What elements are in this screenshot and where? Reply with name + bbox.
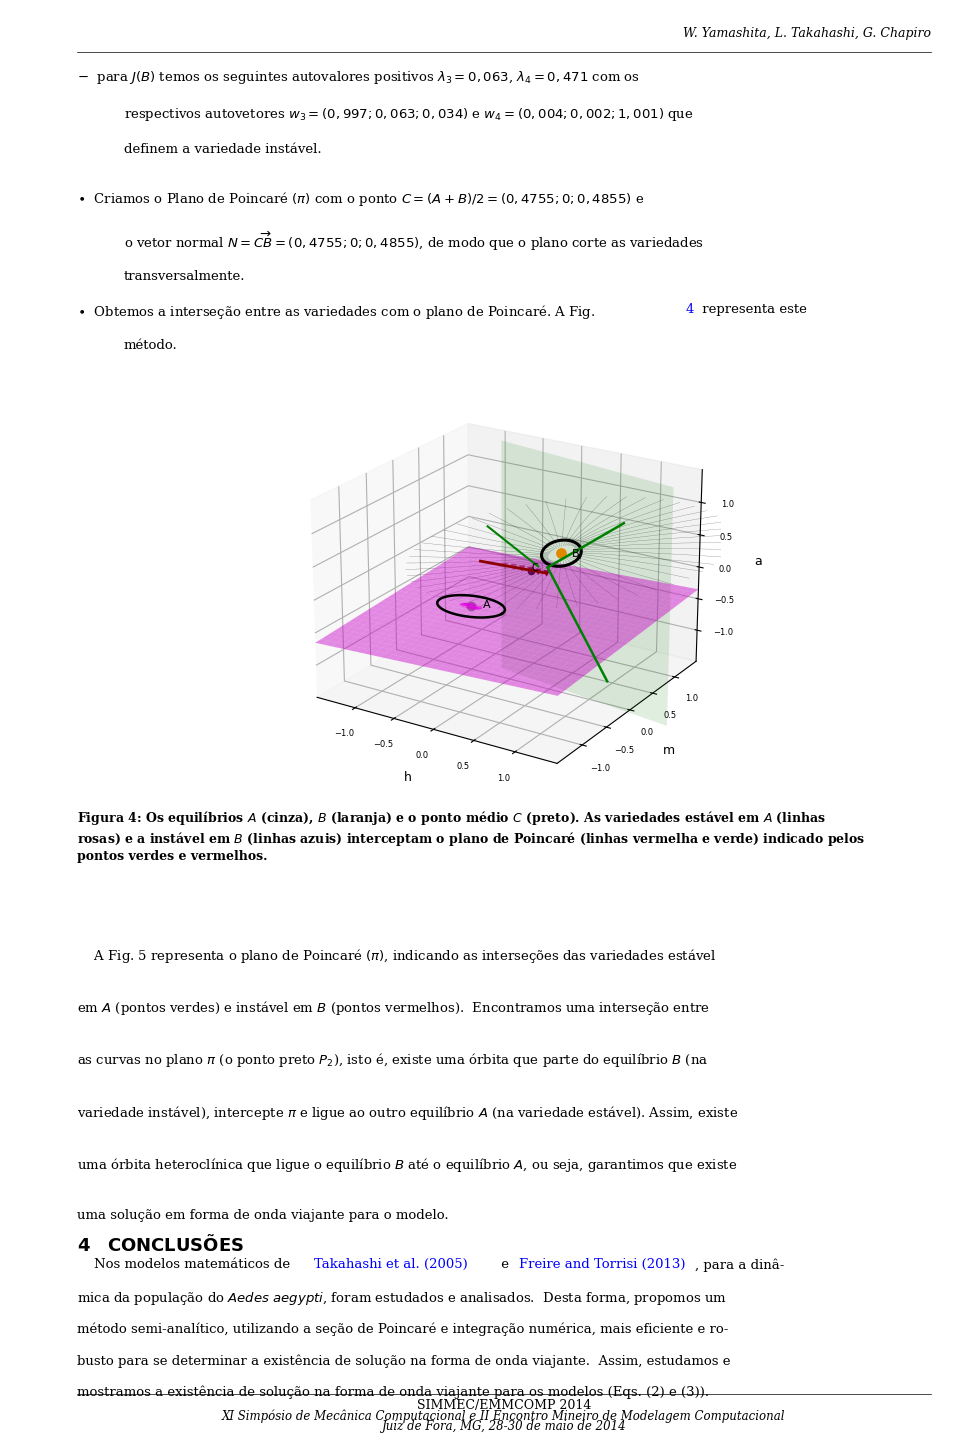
Text: busto para se determinar a existência de solução na forma de onda viajante.  Ass: busto para se determinar a existência de… bbox=[77, 1355, 731, 1368]
Text: XI Simpósio de Mecânica Computacional e II Encontro Mineiro de Modelagem Computa: XI Simpósio de Mecânica Computacional e … bbox=[223, 1410, 785, 1423]
Text: , para a dinâ-: , para a dinâ- bbox=[695, 1259, 784, 1272]
Text: as curvas no plano $\pi$ (o ponto preto $P_2$), isto é, existe uma órbita que pa: as curvas no plano $\pi$ (o ponto preto … bbox=[77, 1051, 708, 1069]
X-axis label: h: h bbox=[404, 771, 412, 784]
Text: $\bullet$  Criamos o Plano de Poincaré $(\pi)$ com o ponto $C = (A+B)/2 = (0,475: $\bullet$ Criamos o Plano de Poincaré $(… bbox=[77, 190, 644, 208]
Text: e: e bbox=[497, 1259, 514, 1270]
Text: Juiz de Fora, MG, 28-30 de maio de 2014: Juiz de Fora, MG, 28-30 de maio de 2014 bbox=[382, 1420, 626, 1433]
Text: $\mathbf{4\ \ \ CONCLUSÕES}$: $\mathbf{4\ \ \ CONCLUSÕES}$ bbox=[77, 1234, 244, 1255]
Text: Takahashi et al. (2005): Takahashi et al. (2005) bbox=[314, 1259, 468, 1270]
Text: A Fig. 5 representa o plano de Poincaré $(\pi)$, indicando as interseções das va: A Fig. 5 representa o plano de Poincaré … bbox=[77, 947, 716, 964]
Text: SIMMEC/EMMCOMP 2014: SIMMEC/EMMCOMP 2014 bbox=[417, 1400, 591, 1413]
Text: Figura 4: Os equilíbrios $A$ (cinza), $B$ (laranja) e o ponto médio $C$ (preto).: Figura 4: Os equilíbrios $A$ (cinza), $B… bbox=[77, 809, 865, 862]
Text: W. Yamashita, L. Takahashi, G. Chapiro: W. Yamashita, L. Takahashi, G. Chapiro bbox=[684, 26, 931, 39]
Text: Freire and Torrisi (2013): Freire and Torrisi (2013) bbox=[519, 1259, 685, 1270]
Text: $\bullet$  Obtemos a interseção entre as variedades com o plano de Poincaré. A F: $\bullet$ Obtemos a interseção entre as … bbox=[77, 303, 596, 321]
Text: $-$  para $J(B)$ temos os seguintes autovalores positivos $\lambda_3 = 0,063$, $: $-$ para $J(B)$ temos os seguintes autov… bbox=[77, 68, 639, 86]
Text: método.: método. bbox=[124, 340, 178, 353]
Text: mica da população do $\it{Aedes\ aegypti}$, foram estudados e analisados.  Desta: mica da população do $\it{Aedes\ aegypti… bbox=[77, 1291, 727, 1307]
Text: transversalmente.: transversalmente. bbox=[124, 270, 246, 283]
Text: definem a variedade instável.: definem a variedade instável. bbox=[124, 142, 322, 155]
Text: em $A$ (pontos verdes) e instável em $B$ (pontos vermelhos).  Encontramos uma in: em $A$ (pontos verdes) e instável em $B$… bbox=[77, 999, 709, 1016]
Text: o vetor normal $N = \overrightarrow{CB} = (0,4755; 0; 0,4855)$, de modo que o pl: o vetor normal $N = \overrightarrow{CB} … bbox=[124, 229, 704, 253]
Text: uma órbita heteroclínica que ligue o equilíbrio $B$ até o equilíbrio $A$, ou sej: uma órbita heteroclínica que ligue o equ… bbox=[77, 1156, 737, 1175]
Text: Nos modelos matemáticos de: Nos modelos matemáticos de bbox=[77, 1259, 294, 1270]
Text: respectivos autovetores $w_3 = (0,997; 0,063; 0,034)$ e $w_4 = (0,004; 0,002; 1,: respectivos autovetores $w_3 = (0,997; 0… bbox=[124, 106, 693, 123]
Text: mostramos a existência de solução na forma de onda viajante para os modelos (Eqs: mostramos a existência de solução na for… bbox=[77, 1387, 708, 1400]
Text: representa este: representa este bbox=[698, 303, 806, 317]
Text: variedade instável), intercepte $\pi$ e ligue ao outro equilíbrio $A$ (na varied: variedade instável), intercepte $\pi$ e … bbox=[77, 1104, 738, 1122]
Text: método semi-analítico, utilizando a seção de Poincaré e integração numérica, mai: método semi-analítico, utilizando a seçã… bbox=[77, 1323, 729, 1336]
Y-axis label: m: m bbox=[662, 745, 675, 758]
Text: 4: 4 bbox=[685, 303, 693, 317]
Text: uma solução em forma de onda viajante para o modelo.: uma solução em forma de onda viajante pa… bbox=[77, 1208, 448, 1221]
